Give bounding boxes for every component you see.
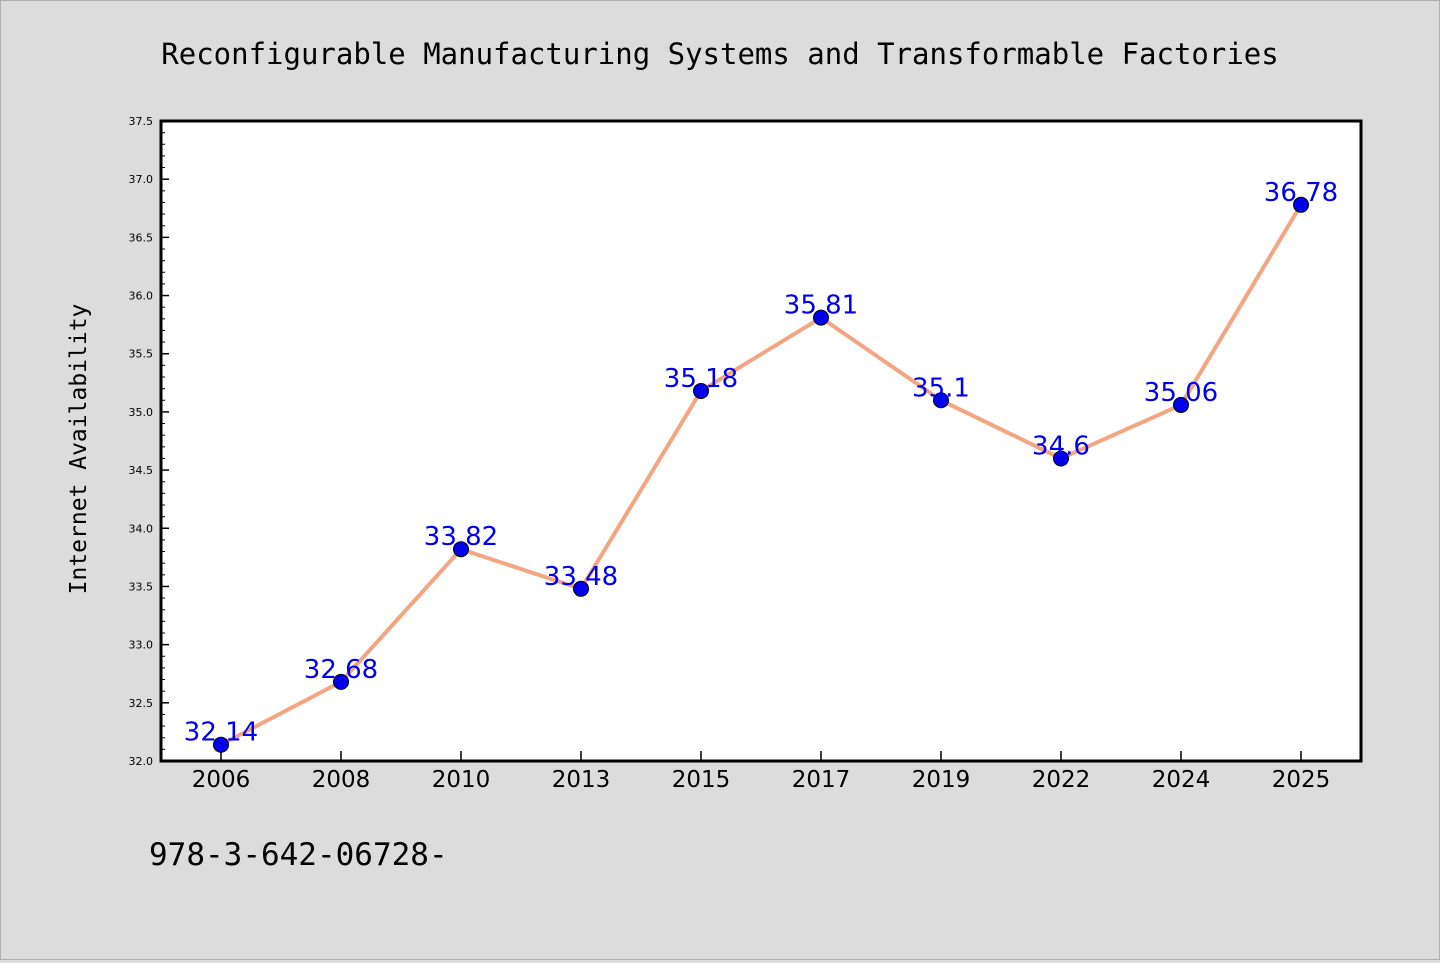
- x-tick-label: 2019: [912, 767, 971, 793]
- data-labels: 32.14 32.68 33.82 33.48 35.18 35.81 35.1 34.6 35…: [184, 178, 1338, 748]
- data-label: 35.1: [912, 373, 970, 403]
- data-point: [693, 382, 709, 399]
- data-point: [933, 392, 949, 409]
- x-tick-label: 2025: [1272, 767, 1331, 793]
- x-tick-label: 2013: [552, 767, 611, 793]
- y-axis: 32.0 32.5 33.0 33.5 34.0 34.5 35.0 35.5 36.0 36.5…: [129, 115, 169, 768]
- y-tick-label: 33.5: [129, 580, 154, 593]
- series-line: [219, 202, 1303, 747]
- isbn-text: 978-3-642-06728-: [149, 837, 448, 873]
- x-axis: 2006 2008 2010 2013 2015 2017 2019 2022 2024 2025: [192, 751, 1331, 793]
- data-point: [1053, 450, 1069, 467]
- data-label: 32.14: [184, 718, 258, 748]
- y-tick-label: 32.5: [129, 697, 154, 710]
- y-tick-label: 37.0: [129, 173, 154, 186]
- data-point: [333, 673, 349, 690]
- plot-area: [161, 121, 1361, 761]
- x-tick-label: 2017: [792, 767, 851, 793]
- data-point: [213, 736, 229, 753]
- series-markers: [213, 196, 1309, 753]
- data-point: [573, 580, 589, 597]
- y-tick-label: 37.5: [129, 115, 154, 128]
- x-tick-label: 2015: [672, 767, 731, 793]
- data-label: 35.18: [664, 364, 738, 394]
- plot-border: [159, 119, 1363, 763]
- data-point: [1293, 196, 1309, 213]
- data-point: [1173, 396, 1189, 413]
- y-tick-label: 36.0: [129, 290, 154, 303]
- data-label: 36.78: [1264, 178, 1338, 208]
- x-tick-label: 2024: [1152, 767, 1211, 793]
- y-tick-label: 34.5: [129, 464, 154, 477]
- data-point: [453, 541, 469, 558]
- y-tick-label: 34.0: [129, 522, 154, 535]
- y-tick-label: 33.0: [129, 639, 154, 652]
- data-label: 32.68: [304, 655, 378, 685]
- data-label: 34.6: [1032, 431, 1090, 461]
- x-tick-label: 2010: [432, 767, 491, 793]
- y-tick-label: 32.0: [129, 755, 154, 768]
- x-tick-label: 2006: [192, 767, 251, 793]
- y-tick-label: 35.5: [129, 348, 154, 361]
- x-tick-label: 2008: [312, 767, 371, 793]
- data-label: 35.81: [784, 291, 858, 321]
- data-label: 33.82: [424, 522, 498, 552]
- chart-title: Reconfigurable Manufacturing Systems and…: [161, 37, 1278, 71]
- y-tick-label: 36.5: [129, 231, 154, 244]
- data-point: [813, 309, 829, 326]
- x-tick-label: 2022: [1032, 767, 1091, 793]
- y-axis-label: Internet Availability: [66, 304, 92, 595]
- data-label: 33.48: [544, 562, 618, 592]
- y-tick-label: 35.0: [129, 406, 154, 419]
- data-label: 35.06: [1144, 378, 1218, 408]
